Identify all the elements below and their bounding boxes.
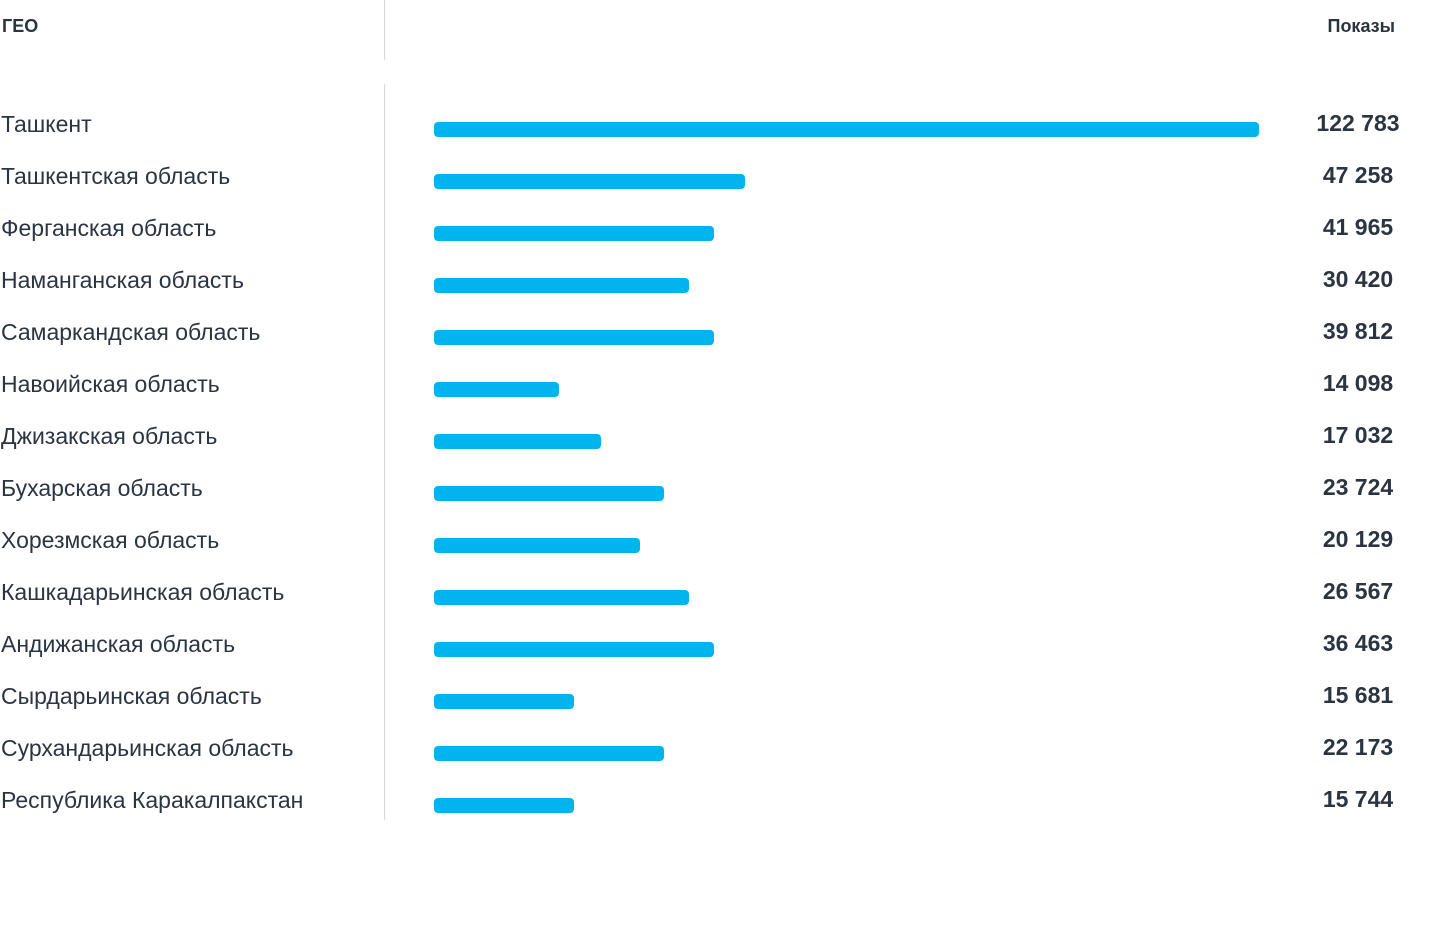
bar-track [434, 538, 1259, 553]
views-bar [434, 226, 714, 241]
views-value: 20 129 [1322, 526, 1394, 552]
region-label: Джизакская область [1, 423, 218, 449]
body-divider [384, 84, 385, 820]
views-bar [434, 642, 714, 657]
bar-track [434, 174, 1259, 189]
views-value: 36 463 [1322, 630, 1394, 656]
region-label: Сурхандарьинская область [1, 735, 294, 761]
bar-track [434, 226, 1259, 241]
bar-track [434, 642, 1259, 657]
views-value: 15 744 [1322, 786, 1394, 812]
region-label: Хорезмская область [1, 527, 220, 553]
views-bar [434, 434, 601, 449]
region-label: Ташкент [1, 111, 92, 137]
region-label: Андижанская область [1, 631, 236, 657]
views-value: 22 173 [1322, 734, 1394, 760]
region-label: Ферганская область [1, 215, 217, 241]
views-bar [434, 798, 574, 813]
views-value: 26 567 [1322, 578, 1394, 604]
table-row: Андижанская область 36 463 [0, 618, 1452, 670]
region-label: Самаркандская область [1, 319, 261, 345]
table-row: Джизакская область 17 032 [0, 410, 1452, 462]
table-row: Бухарская область 23 724 [0, 462, 1452, 514]
region-label: Навоийская область [1, 371, 220, 397]
region-label: Бухарская область [1, 475, 203, 501]
views-value: 47 258 [1322, 162, 1394, 188]
views-value: 41 965 [1322, 214, 1394, 240]
table-row: Сырдарьинская область 15 681 [0, 670, 1452, 722]
region-label: Сырдарьинская область [1, 683, 262, 709]
table-row: Ташкент 122 783 [0, 98, 1452, 150]
bar-track [434, 278, 1259, 293]
views-bar [434, 174, 745, 189]
views-bar [434, 590, 689, 605]
views-column-header: Показы [1327, 16, 1396, 36]
table-row: Сурхандарьинская область 22 173 [0, 722, 1452, 774]
table-row: Хорезмская область 20 129 [0, 514, 1452, 566]
geo-bar-chart: Ташкент 122 783 Ташкентская область 47 258 Ф… [0, 98, 1452, 826]
bar-track [434, 486, 1259, 501]
bar-track [434, 330, 1259, 345]
views-bar [434, 382, 559, 397]
bar-track [434, 694, 1259, 709]
table-row: Кашкадарьинская область 26 567 [0, 566, 1452, 618]
region-label: Кашкадарьинская область [1, 579, 285, 605]
views-bar [434, 746, 664, 761]
bar-track [434, 590, 1259, 605]
bar-track [434, 382, 1259, 397]
views-bar [434, 486, 664, 501]
views-value: 39 812 [1322, 318, 1394, 344]
views-bar [434, 278, 689, 293]
bar-track [434, 746, 1259, 761]
views-value: 122 783 [1316, 110, 1400, 136]
table-row: Навоийская область 14 098 [0, 358, 1452, 410]
table-row: Наманганская область 30 420 [0, 254, 1452, 306]
bar-track [434, 434, 1259, 449]
views-bar [434, 694, 574, 709]
geo-column-header: ГЕО [2, 16, 39, 36]
table-row: Республика Каракалпакстан 15 744 [0, 774, 1452, 826]
views-value: 17 032 [1322, 422, 1394, 448]
views-bar [434, 330, 714, 345]
header-divider [384, 0, 385, 60]
views-value: 15 681 [1322, 682, 1394, 708]
table-row: Ташкентская область 47 258 [0, 150, 1452, 202]
views-value: 23 724 [1322, 474, 1394, 500]
views-bar [434, 538, 640, 553]
region-label: Республика Каракалпакстан [1, 787, 304, 813]
table-row: Ферганская область 41 965 [0, 202, 1452, 254]
table-row: Самаркандская область 39 812 [0, 306, 1452, 358]
bar-track [434, 798, 1259, 813]
bar-track [434, 122, 1259, 137]
views-value: 30 420 [1322, 266, 1394, 292]
views-value: 14 098 [1322, 370, 1394, 396]
region-label: Наманганская область [1, 267, 244, 293]
region-label: Ташкентская область [1, 163, 231, 189]
views-bar [434, 122, 1259, 137]
